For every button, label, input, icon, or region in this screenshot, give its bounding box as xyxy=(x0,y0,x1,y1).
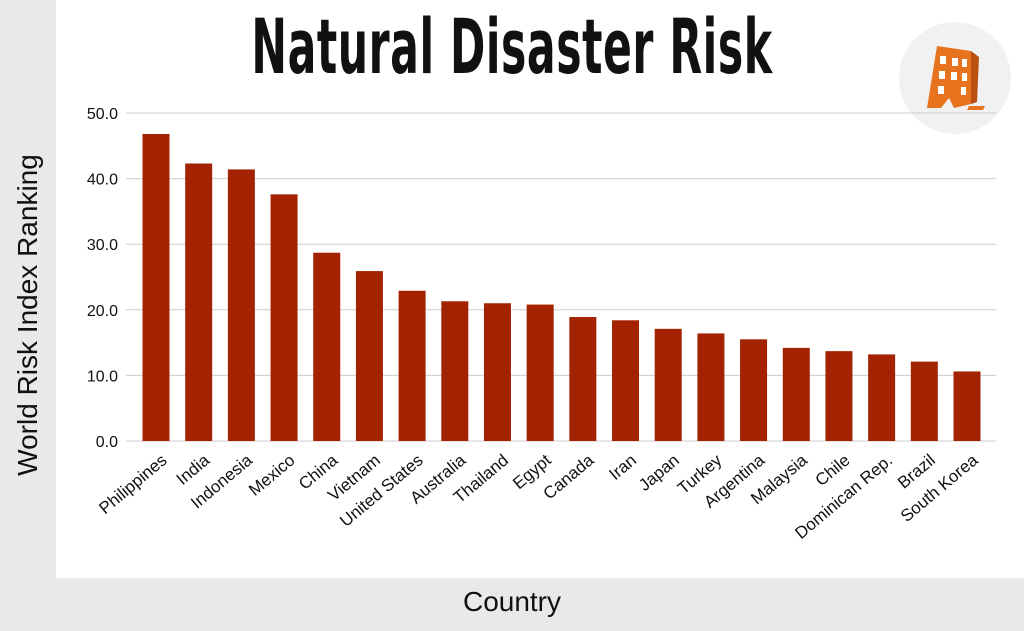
bar xyxy=(825,351,853,441)
bar xyxy=(227,169,255,441)
bar xyxy=(398,290,426,441)
chart-title: Natural Disaster Risk xyxy=(251,2,773,91)
x-tick-label: Iran xyxy=(605,451,640,484)
bar xyxy=(441,301,469,441)
collapsing-building-icon xyxy=(899,22,1011,134)
bar xyxy=(526,304,554,441)
y-tick-label: 0.0 xyxy=(96,434,118,451)
bar xyxy=(483,303,511,441)
chart-panel xyxy=(56,0,1024,578)
y-tick-label: 20.0 xyxy=(87,303,118,320)
bar xyxy=(569,317,597,441)
bar xyxy=(313,252,341,441)
bar xyxy=(142,133,170,441)
x-tick-label: Mexico xyxy=(245,451,298,500)
y-tick-label: 10.0 xyxy=(87,368,118,385)
bar xyxy=(270,194,298,441)
bar xyxy=(782,347,810,441)
y-tick-label: 40.0 xyxy=(87,172,118,189)
bar xyxy=(868,354,896,441)
bar xyxy=(740,339,768,441)
x-tick-label: Japan xyxy=(635,451,683,495)
y-tick-label: 50.0 xyxy=(87,106,118,123)
bar xyxy=(953,371,981,441)
x-tick-label: Philippines xyxy=(95,451,170,518)
bar xyxy=(355,271,383,441)
y-tick-label: 30.0 xyxy=(87,237,118,254)
bar xyxy=(697,333,725,441)
bar xyxy=(612,320,640,441)
bar xyxy=(654,328,682,441)
bar xyxy=(910,361,938,441)
x-axis-label: Country xyxy=(462,586,562,617)
bar xyxy=(185,163,213,441)
